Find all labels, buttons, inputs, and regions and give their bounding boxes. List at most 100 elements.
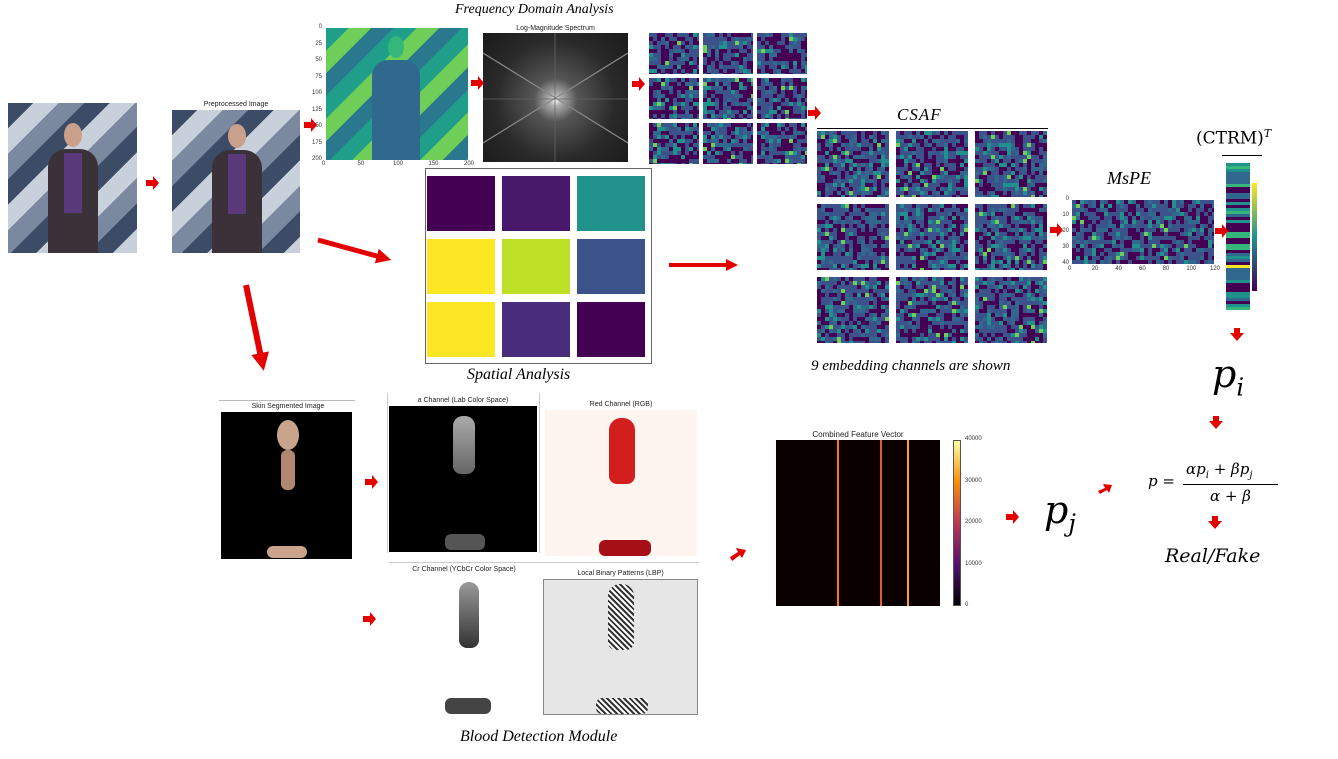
arrow-blood-to-combined [730, 548, 746, 561]
tick-label: 125 [311, 106, 322, 113]
tick-label: 0 [322, 161, 326, 167]
mspe-title: MsPE [1107, 168, 1151, 188]
red-channel-frame [539, 393, 540, 553]
mspe-x-ticks: 0 20 40 60 80 100 120 [1068, 266, 1220, 276]
pj-sub: j [1068, 509, 1076, 538]
preprocessed-image [172, 110, 300, 253]
frequency-title: Frequency Domain Analysis [455, 2, 614, 17]
csaf-channel-cell [817, 277, 889, 343]
spatial-title: Spatial Analysis [467, 366, 571, 383]
formula-fraction-bar [1183, 484, 1278, 485]
cr-frame [389, 562, 699, 563]
ctrm-text: (CTRM) [1196, 128, 1264, 149]
cr-channel-image [389, 576, 539, 714]
frequency-viridis-image [326, 28, 468, 160]
tick-label: 200 [464, 161, 475, 167]
csaf-channel-cell [896, 204, 968, 270]
frequency-x-ticks: 0 50 100 150 200 [322, 161, 474, 171]
tick-label: 20 [1062, 228, 1069, 234]
tick-label: 80 [1162, 266, 1170, 272]
red-channel-image [545, 410, 697, 556]
skin-frame [219, 400, 355, 401]
csaf-channel-cell [896, 277, 968, 343]
lbp-label: Local Binary Patterns (LBP) [577, 570, 664, 577]
csaf-channel-grid [817, 131, 1048, 346]
frequency-y-ticks: 0 25 50 75 100 125 150 175 200 [306, 24, 324, 162]
arrow-formula-to-result [1208, 516, 1222, 529]
csaf-channel-cell [817, 131, 889, 197]
person-silhouette [48, 123, 98, 253]
tick-label: 120 [1210, 266, 1221, 272]
result-label: Real/Fake [1165, 545, 1261, 567]
frequency-channel-cell [703, 78, 753, 119]
frequency-channel-cell [649, 33, 699, 74]
ctrm-feature-strip [1226, 163, 1250, 310]
arrow-skin-to-cr [363, 612, 376, 626]
frequency-channel-cell [757, 123, 807, 164]
frequency-channel-cell [757, 78, 807, 119]
spatial-channel-cell [577, 302, 645, 357]
spatial-channel-grid [427, 172, 648, 360]
tick-label: 20000 [965, 519, 982, 525]
num-sub1: i [1205, 470, 1209, 481]
tick-label: 30000 [965, 477, 982, 484]
arrow-freq-to-spec [471, 76, 484, 90]
arrow-csaf-to-mspe [1050, 223, 1063, 237]
pj-symbol: pj [1044, 488, 1076, 538]
csaf-channel-cell [896, 131, 968, 197]
arrow-ctrm-to-pi [1230, 328, 1244, 341]
tick-label: 25 [315, 40, 322, 47]
csaf-channel-cell [975, 204, 1047, 270]
spatial-channel-cell [427, 239, 495, 294]
formula-lhs: p = [1148, 472, 1175, 490]
tick-label: 150 [428, 161, 439, 167]
formula-numerator: αpi + βpj [1186, 460, 1252, 481]
spatial-channel-cell [577, 176, 645, 231]
csaf-title: CSAF [897, 105, 942, 124]
spatial-channel-cell [502, 239, 570, 294]
tick-label: 175 [311, 139, 322, 146]
input-image [8, 103, 137, 253]
a-channel-frame [387, 393, 388, 553]
arrow-pre-to-skin [243, 284, 269, 371]
lbp-image [543, 579, 698, 715]
num-a: αp [1186, 460, 1206, 478]
tick-label: 0 [318, 24, 322, 30]
pi-symbol: pi [1212, 352, 1244, 402]
preprocessed-label: Preprocessed Image [203, 101, 269, 108]
tick-label: 100 [393, 161, 404, 167]
tick-label: 150 [311, 123, 322, 129]
arrow-combined-to-pj [1006, 510, 1019, 524]
tick-label: 10 [1062, 212, 1069, 218]
frequency-channel-cell [649, 78, 699, 119]
combined-colorbar-ticks: 40000 30000 20000 10000 0 [963, 436, 1003, 608]
frequency-channel-cell [703, 33, 753, 74]
ctrm-title: (CTRM)T [1196, 127, 1271, 149]
tick-label: 20 [1091, 266, 1099, 272]
tick-label: 60 [1139, 266, 1146, 272]
pj-p: p [1044, 488, 1069, 532]
mspe-heatmap [1072, 200, 1214, 264]
frequency-channel-cell [703, 123, 753, 164]
embedding-note: 9 embedding channels are shown [811, 358, 1011, 374]
arrow-spec-to-grid [632, 77, 645, 91]
csaf-channel-cell [817, 204, 889, 270]
spectrum-lines [483, 33, 628, 162]
spectrum-image [483, 33, 628, 162]
skin-label: Skin Segmented Image [251, 403, 325, 410]
mspe-y-ticks: 0 10 20 30 40 [1060, 196, 1071, 266]
tick-label: 40 [1115, 266, 1123, 272]
tick-label: 10000 [965, 560, 982, 567]
arrow-pj-to-formula [1098, 484, 1112, 494]
tick-label: 50 [315, 57, 322, 63]
tick-label: 40000 [965, 436, 982, 442]
pi-sub: i [1236, 373, 1245, 402]
csaf-channel-cell [975, 277, 1047, 343]
spatial-channel-cell [427, 302, 495, 357]
tick-label: 75 [315, 73, 322, 80]
blood-title: Blood Detection Module [460, 728, 618, 745]
red-channel-label: Red Channel (RGB) [589, 401, 653, 408]
person-silhouette [212, 124, 262, 253]
ctrm-colorbar [1252, 183, 1257, 291]
